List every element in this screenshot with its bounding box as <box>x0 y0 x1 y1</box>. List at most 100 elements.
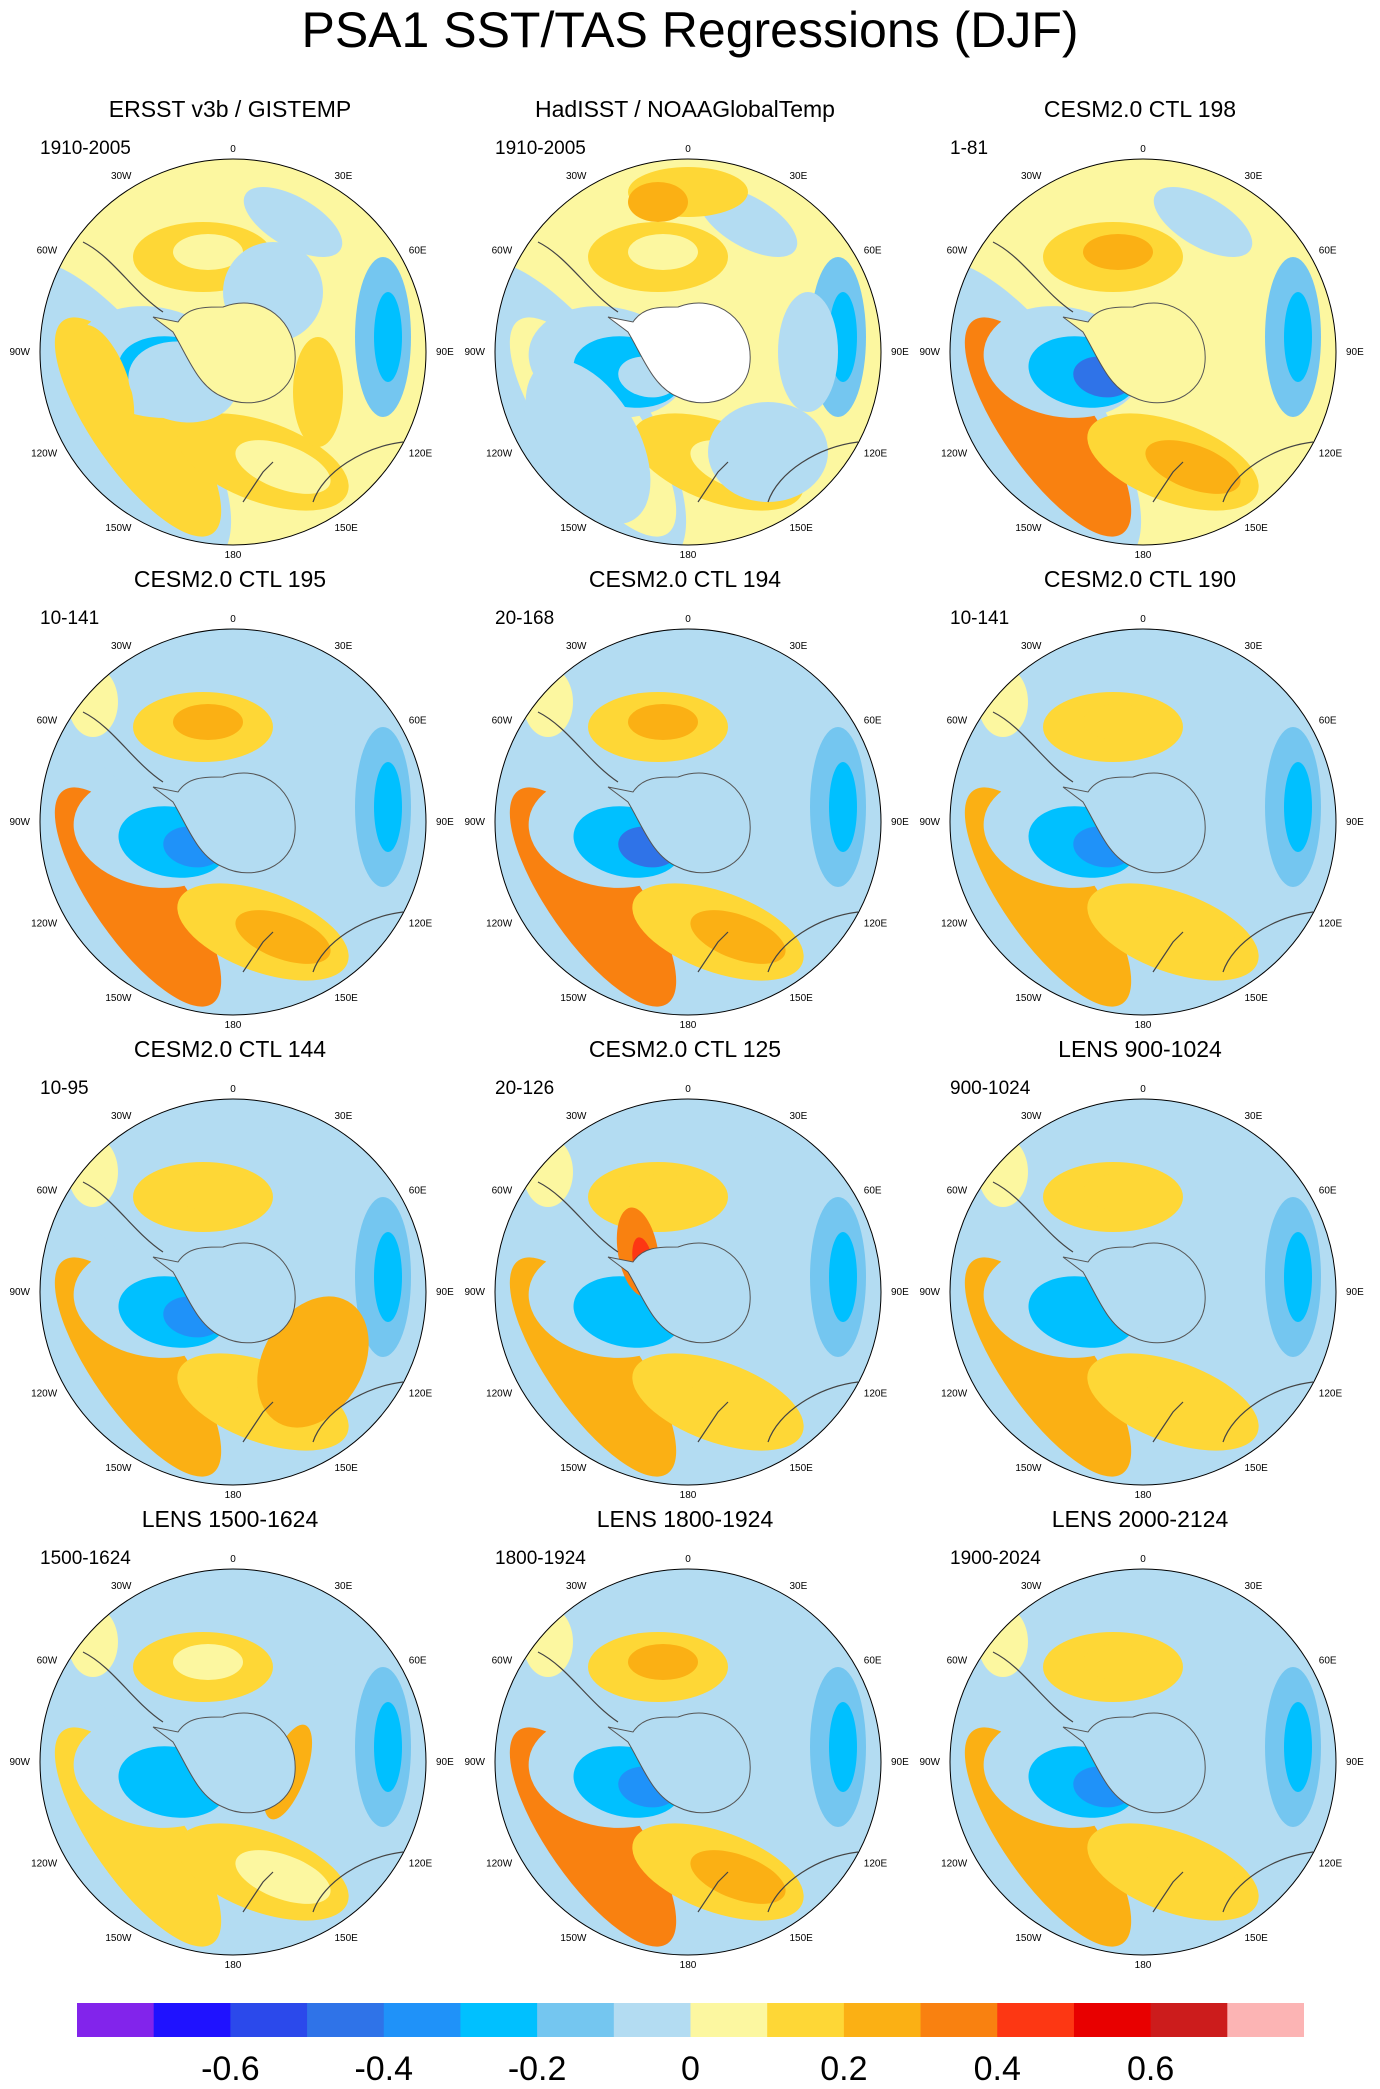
colorbar-tick-label: 0 <box>681 2050 700 2088</box>
antarctica-coastline <box>152 302 296 404</box>
anomaly-contour <box>1145 1380 1241 1434</box>
anomaly-contour <box>68 197 118 267</box>
polar-map: 0 30E 60E 90E 120E 150E 180 150W 120W 90W 60W 30W <box>919 144 1364 561</box>
panel-period: 10-141 <box>40 608 100 629</box>
polar-map: 0 30E 60E 90E 120E 150E 180 150W 120W 90W 60W 30W <box>919 1554 1364 1971</box>
longitude-label: 60W <box>492 716 513 727</box>
anomaly-contour <box>690 1850 786 1904</box>
coastline <box>767 911 859 973</box>
anomaly-contour <box>243 657 343 727</box>
panel-title: ERSST v3b / GISTEMP <box>108 96 352 122</box>
longitude-label: 90W <box>919 1287 940 1298</box>
longitude-label: 180 <box>1135 1960 1152 1971</box>
antarctica-coastline <box>152 1712 296 1814</box>
longitude-label: 90E <box>1346 347 1364 358</box>
longitude-label: 60W <box>37 716 58 727</box>
longitude-label: 150W <box>1015 1933 1042 1944</box>
longitude-label: 90W <box>919 1757 940 1768</box>
longitude-label: 90E <box>891 347 909 358</box>
polar-map: 0 30E 60E 90E 120E 150E 180 150W 120W 90W 60W 30W <box>9 614 454 1031</box>
polar-map: 0 30E 60E 90E 120E 150E 180 150W 120W 90W 60W 30W <box>464 1554 909 1971</box>
coastline <box>82 1181 164 1253</box>
colorbar-swatch <box>383 2003 461 2037</box>
longitude-label: 60E <box>409 246 427 257</box>
coastline <box>537 1181 619 1253</box>
map-panel: HadISST / NOAAGlobalTemp 1910-2005 0 30E 60E… <box>455 0 915 561</box>
anomaly-contour <box>173 234 243 270</box>
panel-title: LENS 1800-1924 <box>596 1506 774 1532</box>
polar-map: 0 30E 60E 90E 120E 150E 180 150W 120W 90W 60W 30W <box>464 1084 909 1501</box>
antarctica-coastline <box>1062 302 1206 404</box>
longitude-label: 150W <box>105 1933 132 1944</box>
antarctica-coastline <box>607 1712 751 1814</box>
longitude-label: 150W <box>1015 523 1042 534</box>
longitude-label: 90E <box>891 1757 909 1768</box>
colorbar-tick-label: 0.6 <box>1126 2050 1175 2088</box>
coastline <box>312 441 404 503</box>
colorbar-tick-label: 0.2 <box>820 2050 868 2088</box>
longitude-label: 150E <box>1245 993 1269 1004</box>
coastline <box>1222 1851 1314 1913</box>
anomaly-contour <box>690 1380 786 1434</box>
anomaly-contour <box>1284 762 1312 852</box>
longitude-label: 60W <box>947 246 968 257</box>
longitude-label: 120W <box>941 1859 968 1870</box>
panel-title: CESM2.0 CTL 144 <box>133 1036 327 1062</box>
longitude-label: 60E <box>409 716 427 727</box>
anomaly-contour <box>1153 1597 1253 1667</box>
longitude-label: 120W <box>486 1389 513 1400</box>
anomaly-contour <box>698 657 798 727</box>
longitude-label: 120W <box>31 449 58 460</box>
anomaly-contour <box>1145 440 1241 494</box>
colorbar-svg <box>77 2003 1305 2037</box>
colorbar-swatch <box>230 2003 308 2037</box>
coastline <box>1222 1381 1314 1443</box>
longitude-label: 180 <box>1135 550 1152 561</box>
longitude-label: 30W <box>111 641 132 652</box>
coastline <box>697 931 729 973</box>
longitude-label: 60E <box>864 246 882 257</box>
longitude-label: 120E <box>864 1859 888 1870</box>
coastline <box>992 711 1074 783</box>
longitude-label: 120E <box>864 919 888 930</box>
map-boundary <box>949 158 1337 546</box>
longitude-label: 0 <box>1140 614 1146 625</box>
longitude-label: 150E <box>335 1933 359 1944</box>
coastline <box>537 711 619 783</box>
anomaly-contour <box>1145 910 1241 964</box>
anomaly-contour <box>628 1644 698 1680</box>
longitude-label: 0 <box>230 144 236 155</box>
colorbar-tick-label: -0.2 <box>507 2050 567 2088</box>
longitude-label: 150W <box>560 523 587 534</box>
anomaly-contour <box>690 910 786 964</box>
longitude-label: 90E <box>1346 817 1364 828</box>
anomaly-contour <box>243 1127 343 1197</box>
coastline <box>767 441 859 503</box>
longitude-label: 90E <box>436 1287 454 1298</box>
anomaly-contour <box>628 1174 698 1210</box>
longitude-label: 150W <box>560 993 587 1004</box>
longitude-label: 60E <box>409 1656 427 1667</box>
longitude-label: 120E <box>864 1389 888 1400</box>
panel-period: 900-1024 <box>950 1078 1031 1099</box>
colorbar-swatch <box>843 2003 922 2037</box>
longitude-label: 180 <box>225 1490 242 1501</box>
longitude-label: 90W <box>919 347 940 358</box>
longitude-label: 30E <box>790 1111 808 1122</box>
panel-period: 20-126 <box>495 1078 555 1099</box>
longitude-label: 60E <box>864 1186 882 1197</box>
longitude-label: 60W <box>37 246 58 257</box>
figure-title: PSA1 SST/TAS Regressions (DJF) <box>301 2 1079 58</box>
anomaly-contour <box>523 667 573 737</box>
coastline <box>1152 1871 1184 1913</box>
polar-map: 0 30E 60E 90E 120E 150E 180 150W 120W 90W 60W 30W <box>464 144 909 561</box>
map-panel: LENS 1800-1924 1800-1924 0 30E 60E 90E 120E 150… <box>455 1410 915 1971</box>
colorbar-swatch <box>997 2003 1075 2037</box>
map-boundary <box>494 1098 882 1486</box>
polar-map: 0 30E 60E 90E 120E 150E 180 150W 120W 90W 60W 30W <box>9 1554 454 1971</box>
longitude-label: 180 <box>680 550 697 561</box>
anomaly-contour <box>71 324 135 440</box>
map-boundary <box>949 628 1337 1016</box>
colorbar-swatch <box>1073 2003 1152 2037</box>
longitude-label: 120W <box>941 449 968 460</box>
